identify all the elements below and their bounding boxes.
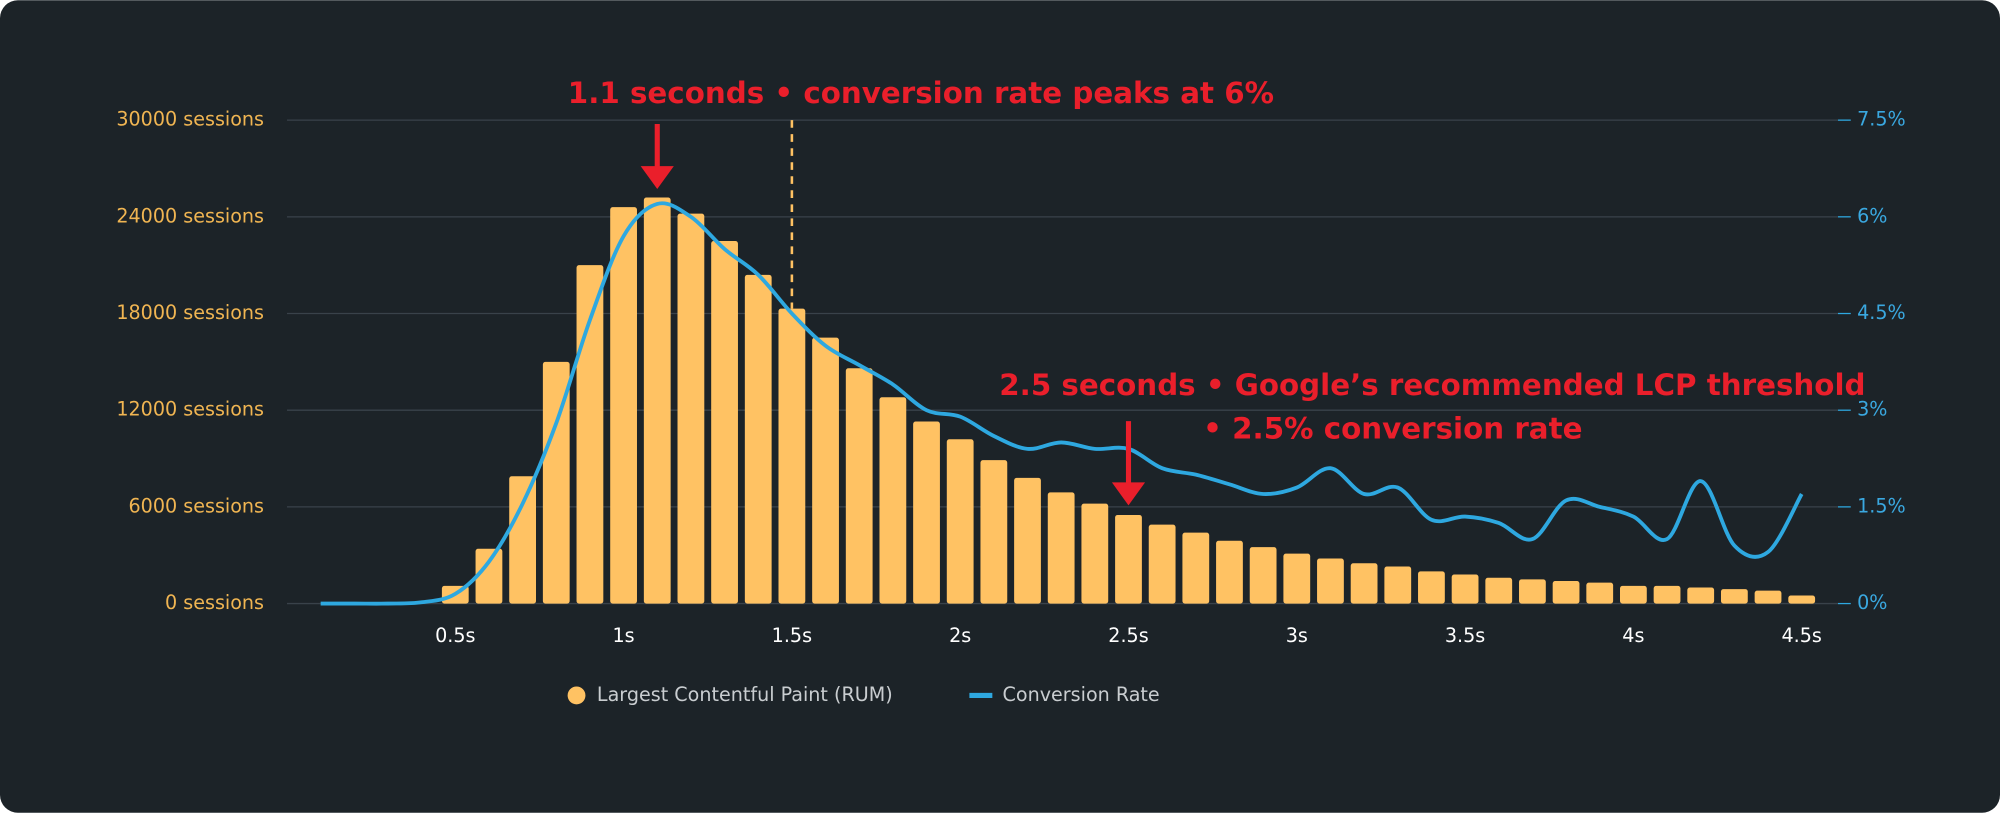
bar xyxy=(1283,553,1311,604)
x-tick-label: 4s xyxy=(1622,624,1644,647)
bar xyxy=(1182,532,1210,604)
bar xyxy=(1451,574,1479,604)
legend-swatch xyxy=(567,686,586,705)
y-tick-label: 30000 sessions xyxy=(116,108,264,131)
x-tick-label: 3.5s xyxy=(1445,624,1485,647)
y-tick-label: 12000 sessions xyxy=(116,398,264,421)
bar xyxy=(643,197,671,604)
bar xyxy=(1552,581,1580,604)
legend-label: Largest Contentful Paint (RUM) xyxy=(597,683,893,706)
bar xyxy=(1047,492,1075,604)
bar xyxy=(845,368,873,604)
bar xyxy=(475,548,503,604)
bar xyxy=(1115,514,1142,604)
bar xyxy=(1754,590,1782,604)
bar xyxy=(1619,585,1647,604)
bar xyxy=(1148,524,1176,604)
x-tick-label: 1.5s xyxy=(772,624,812,647)
bar xyxy=(677,213,705,604)
bar xyxy=(542,361,570,604)
bar xyxy=(509,476,537,604)
bar xyxy=(1249,547,1277,604)
bar xyxy=(1720,589,1748,604)
x-tick-label: 3s xyxy=(1286,624,1308,647)
y2-tick-label: 7.5% xyxy=(1857,108,1906,131)
bar xyxy=(1653,585,1681,604)
bar xyxy=(980,460,1008,604)
bar xyxy=(879,397,907,604)
y-tick-label: 0 sessions xyxy=(165,591,264,614)
bar xyxy=(1519,579,1546,604)
bar xyxy=(1788,595,1816,604)
bar xyxy=(1384,566,1412,604)
y2-tick-label: 6% xyxy=(1857,204,1887,227)
x-tick-label: 0.5s xyxy=(435,624,475,647)
annotation-text: 1.1 seconds • conversion rate peaks at 6… xyxy=(568,76,1274,110)
bar xyxy=(576,265,604,604)
y-tick-label: 24000 sessions xyxy=(116,204,264,227)
bar xyxy=(711,241,738,604)
bar xyxy=(1586,582,1614,604)
annotation-text: 2.5 seconds • Google’s recommended LCP t… xyxy=(999,368,1865,402)
x-tick-label: 1s xyxy=(613,624,635,647)
x-tick-label: 2.5s xyxy=(1108,624,1148,647)
annotation-arrow-head xyxy=(640,166,674,190)
bar xyxy=(778,308,806,604)
y-tick-label: 18000 sessions xyxy=(116,301,264,324)
bar xyxy=(1687,587,1715,604)
annotation-arrow-head xyxy=(1111,482,1146,506)
bar xyxy=(812,337,839,604)
y-tick-label: 6000 sessions xyxy=(129,494,265,517)
bar xyxy=(1418,571,1445,604)
y2-tick-label: 4.5% xyxy=(1857,301,1906,324)
annotation-text: • 2.5% conversion rate xyxy=(1203,412,1582,446)
bar xyxy=(1014,477,1041,604)
bar xyxy=(1485,577,1513,604)
bar xyxy=(1317,558,1344,604)
bar xyxy=(946,439,974,604)
x-tick-label: 4.5s xyxy=(1781,624,1821,647)
y2-tick-label: 3% xyxy=(1857,398,1887,421)
bar xyxy=(1350,563,1378,604)
y2-tick-label: 1.5% xyxy=(1857,494,1906,517)
bar xyxy=(1216,540,1243,604)
legend-label: Conversion Rate xyxy=(1003,683,1160,706)
y2-tick-label: 0% xyxy=(1857,591,1887,614)
bar xyxy=(610,207,637,604)
bar xyxy=(744,274,772,604)
bar xyxy=(1081,503,1109,604)
x-tick-label: 2s xyxy=(949,624,971,647)
bar xyxy=(913,421,940,604)
conversion-line xyxy=(320,201,1804,606)
